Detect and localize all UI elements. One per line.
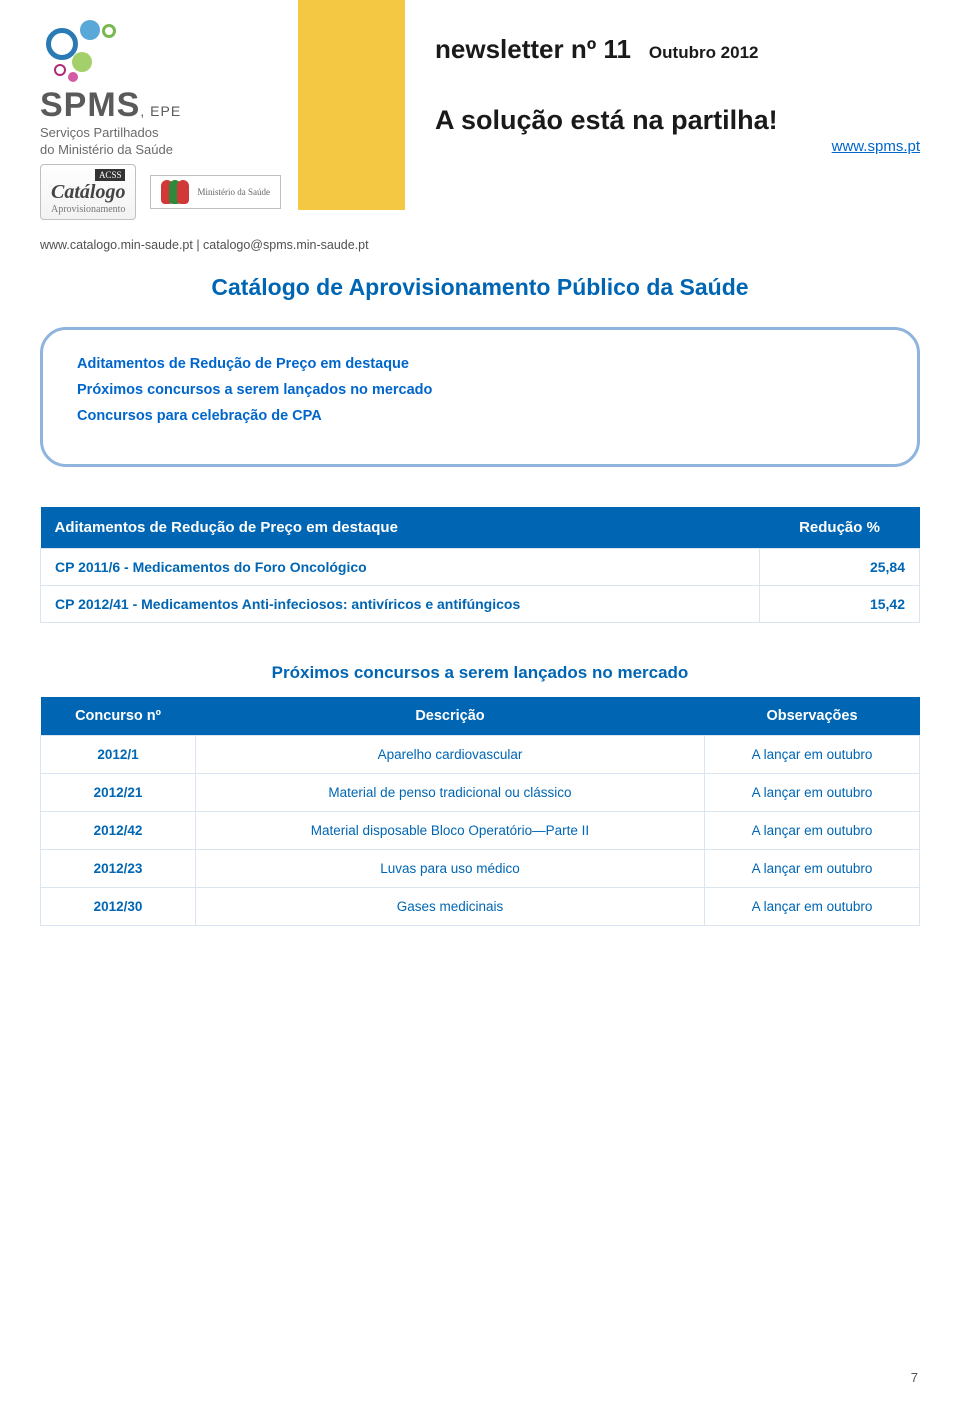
table-cell: Gases medicinais bbox=[196, 887, 705, 925]
table-cell: Material de penso tradicional ou clássic… bbox=[196, 773, 705, 811]
catalogo-badge-subtitle: Aprovisionamento bbox=[51, 204, 125, 215]
table-row: 2012/1 Aparelho cardiovascular A lançar … bbox=[41, 735, 920, 773]
table-cell: Luvas para uso médico bbox=[196, 849, 705, 887]
table-cell-label: CP 2011/6 - Medicamentos do Foro Oncológ… bbox=[41, 548, 760, 585]
concursos-table: Concurso nº Descrição Observações 2012/1… bbox=[40, 697, 920, 926]
table-cell-value: 15,42 bbox=[760, 585, 920, 622]
spms-logo-mark bbox=[40, 20, 160, 90]
logo-subtitle-2: do Ministério da Saúde bbox=[40, 142, 295, 159]
people-icon bbox=[161, 180, 189, 204]
table-cell: 2012/30 bbox=[41, 887, 196, 925]
table-header-row: Concurso nº Descrição Observações bbox=[41, 697, 920, 736]
acss-badge: ACSS bbox=[95, 169, 126, 181]
table-row: CP 2012/41 - Medicamentos Anti-infecioso… bbox=[41, 585, 920, 622]
ministry-badge: Ministério da Saúde bbox=[150, 175, 281, 209]
logo-name: SPMS, EPE bbox=[40, 86, 295, 125]
table-cell: 2012/21 bbox=[41, 773, 196, 811]
website-link[interactable]: www.spms.pt bbox=[435, 138, 920, 155]
ministry-label: Ministério da Saúde bbox=[197, 187, 270, 197]
table-cell: 2012/23 bbox=[41, 849, 196, 887]
table-header-row: Aditamentos de Redução de Preço em desta… bbox=[41, 507, 920, 549]
table-cell: A lançar em outubro bbox=[705, 811, 920, 849]
newsletter-date: Outubro 2012 bbox=[649, 43, 759, 63]
table-cell: 2012/42 bbox=[41, 811, 196, 849]
logo-area: SPMS, EPE Serviços Partilhados do Minist… bbox=[40, 20, 295, 159]
table-cell: A lançar em outubro bbox=[705, 849, 920, 887]
anchor-link[interactable]: Concursos para celebração de CPA bbox=[77, 408, 883, 424]
table-row: 2012/21 Material de penso tradicional ou… bbox=[41, 773, 920, 811]
table2-title: Próximos concursos a serem lançados no m… bbox=[40, 663, 920, 683]
table-row: 2012/23 Luvas para uso médico A lançar e… bbox=[41, 849, 920, 887]
tagline: A solução está na partilha! bbox=[435, 105, 920, 136]
page-number: 7 bbox=[911, 1370, 918, 1385]
contact-line: www.catalogo.min-saude.pt | catalogo@spm… bbox=[40, 238, 920, 252]
table-header: Concurso nº bbox=[41, 697, 196, 736]
table-cell: 2012/1 bbox=[41, 735, 196, 773]
table-row: CP 2011/6 - Medicamentos do Foro Oncológ… bbox=[41, 548, 920, 585]
anchor-link[interactable]: Aditamentos de Redução de Preço em desta… bbox=[77, 356, 883, 372]
table-row: 2012/30 Gases medicinais A lançar em out… bbox=[41, 887, 920, 925]
sub-logos-row: ACSS Catálogo Aprovisionamento Ministéri… bbox=[40, 164, 920, 220]
anchor-link[interactable]: Próximos concursos a serem lançados no m… bbox=[77, 382, 883, 398]
table-header: Aditamentos de Redução de Preço em desta… bbox=[41, 507, 760, 549]
logo-text: SPMS bbox=[40, 86, 140, 124]
section-title: Catálogo de Aprovisionamento Público da … bbox=[40, 274, 920, 301]
logo-suffix: , EPE bbox=[140, 103, 181, 119]
newsletter-main: newsletter nº 11 bbox=[435, 34, 631, 65]
reductions-table: Aditamentos de Redução de Preço em desta… bbox=[40, 507, 920, 623]
logo-subtitle-1: Serviços Partilhados bbox=[40, 125, 295, 142]
table-cell: A lançar em outubro bbox=[705, 773, 920, 811]
catalogo-badge: ACSS Catálogo Aprovisionamento bbox=[40, 164, 136, 220]
table-cell: Aparelho cardiovascular bbox=[196, 735, 705, 773]
table-cell-value: 25,84 bbox=[760, 548, 920, 585]
title-area: newsletter nº 11 Outubro 2012 A solução … bbox=[295, 20, 920, 159]
table-cell: A lançar em outubro bbox=[705, 735, 920, 773]
table-row: 2012/42 Material disposable Bloco Operat… bbox=[41, 811, 920, 849]
header-row: SPMS, EPE Serviços Partilhados do Minist… bbox=[40, 20, 920, 159]
table-header: Observações bbox=[705, 697, 920, 736]
table-cell-label: CP 2012/41 - Medicamentos Anti-infecioso… bbox=[41, 585, 760, 622]
table-header: Redução % bbox=[760, 507, 920, 549]
table-header: Descrição bbox=[196, 697, 705, 736]
newsletter-title: newsletter nº 11 Outubro 2012 bbox=[435, 34, 920, 65]
table-cell: A lançar em outubro bbox=[705, 887, 920, 925]
table-cell: Material disposable Bloco Operatório—Par… bbox=[196, 811, 705, 849]
anchor-links-card: Aditamentos de Redução de Preço em desta… bbox=[40, 327, 920, 467]
